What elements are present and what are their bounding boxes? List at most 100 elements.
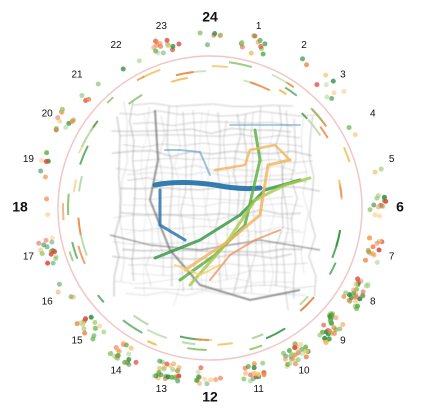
dot — [353, 281, 359, 287]
street — [132, 120, 293, 128]
street — [290, 118, 298, 299]
dot — [43, 237, 49, 243]
arc — [217, 342, 233, 346]
dot — [169, 374, 175, 380]
routes — [152, 124, 312, 287]
arc — [175, 71, 194, 77]
arc — [97, 294, 105, 303]
dot — [49, 235, 55, 241]
dot — [164, 37, 170, 43]
hour-label: 19 — [23, 154, 35, 165]
arc — [78, 175, 83, 192]
arc — [136, 75, 145, 82]
dot — [208, 377, 214, 383]
route — [178, 128, 262, 282]
street — [173, 105, 181, 306]
dot — [217, 375, 223, 381]
arc — [249, 344, 263, 351]
dot — [217, 33, 223, 39]
dot — [52, 249, 58, 255]
hour-label: 17 — [23, 251, 35, 262]
hour-label: 1 — [256, 21, 262, 32]
dot — [321, 322, 327, 328]
dot — [303, 354, 309, 360]
dot — [74, 321, 80, 327]
dot — [176, 41, 182, 47]
dot — [39, 251, 45, 257]
dot — [213, 377, 219, 383]
dot — [376, 213, 382, 219]
dot — [53, 256, 59, 262]
arc — [278, 88, 287, 96]
dot — [372, 169, 378, 175]
dot — [355, 276, 361, 282]
dot — [86, 96, 92, 102]
dot — [248, 372, 254, 378]
dot — [57, 118, 63, 124]
dot — [252, 33, 258, 39]
street — [114, 277, 295, 285]
dot — [68, 294, 74, 300]
dot — [360, 293, 366, 299]
dot — [44, 150, 50, 156]
dot — [353, 294, 359, 300]
dot — [247, 378, 253, 384]
dot — [56, 281, 62, 287]
dot — [44, 244, 50, 250]
dot — [79, 93, 85, 99]
dot — [115, 355, 121, 361]
route — [152, 180, 263, 192]
dot — [289, 352, 295, 358]
arc — [79, 145, 89, 165]
dot — [176, 373, 182, 379]
hour-label: 13 — [156, 384, 168, 395]
dot — [45, 212, 51, 218]
hour-label: 22 — [110, 40, 122, 51]
arc — [331, 241, 339, 259]
street — [232, 113, 242, 294]
dot — [114, 355, 120, 361]
hour-label: 11 — [253, 384, 264, 395]
route — [158, 188, 187, 242]
dot — [341, 88, 347, 94]
dot — [367, 207, 373, 213]
dot — [346, 125, 352, 131]
street — [241, 113, 251, 294]
dot — [239, 39, 245, 45]
dot — [317, 332, 323, 338]
street — [128, 100, 137, 282]
dot — [255, 371, 261, 377]
dot — [348, 295, 354, 301]
hour-label: 20 — [42, 109, 54, 120]
dot — [333, 327, 339, 333]
dot — [372, 212, 378, 218]
dot — [42, 174, 48, 180]
street — [119, 101, 129, 282]
arc — [106, 96, 114, 104]
dot — [262, 41, 268, 47]
street — [133, 284, 314, 291]
hour-label: 12 — [202, 389, 218, 405]
dot — [282, 356, 288, 362]
hour-label: 14 — [110, 365, 122, 376]
arc — [80, 126, 94, 148]
dot — [70, 294, 76, 300]
dot — [327, 328, 333, 334]
arc — [343, 146, 351, 163]
dot — [154, 39, 160, 45]
dot — [50, 260, 56, 266]
arc — [328, 262, 337, 276]
arc — [67, 193, 70, 216]
dot — [251, 365, 257, 371]
dot — [126, 356, 132, 362]
hour-label: 9 — [340, 336, 346, 347]
dot — [360, 289, 366, 295]
route — [188, 176, 312, 287]
dot — [324, 94, 330, 100]
dot — [370, 244, 376, 250]
dot — [323, 339, 329, 345]
dot — [381, 194, 387, 200]
dot — [287, 360, 293, 366]
street — [113, 116, 122, 297]
